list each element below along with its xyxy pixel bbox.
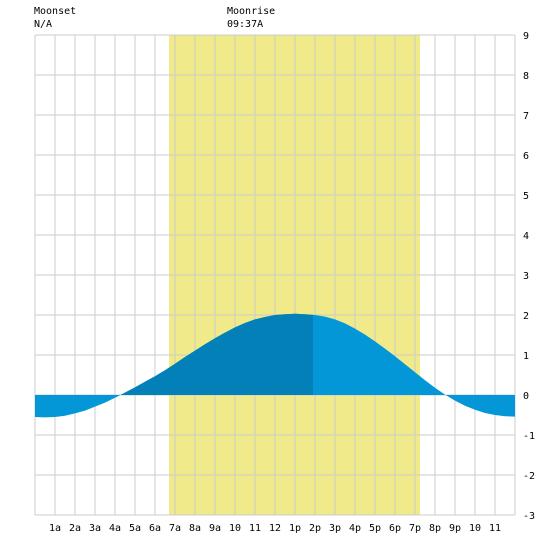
x-tick-label: 5a xyxy=(129,523,141,534)
x-tick-label: 6p xyxy=(389,523,401,534)
x-tick-label: 8p xyxy=(429,523,441,534)
moonset-time: N/A xyxy=(34,19,53,30)
moonrise-label: Moonrise xyxy=(227,6,276,17)
x-tick-label: 11 xyxy=(489,523,501,534)
x-tick-label: 4a xyxy=(109,523,121,534)
y-tick-label: 6 xyxy=(523,151,529,162)
moonrise-time: 09:37A xyxy=(227,19,264,30)
x-tick-label: 3p xyxy=(329,523,341,534)
y-axis-ticks: 9 8 7 6 5 4 3 2 1 0 -1 -2 -3 xyxy=(523,31,535,522)
x-tick-label: 8a xyxy=(189,523,201,534)
x-tick-label: 4p xyxy=(349,523,361,534)
tide-area xyxy=(35,313,515,418)
y-tick-label: -1 xyxy=(523,431,535,442)
y-tick-label: 3 xyxy=(523,271,529,282)
y-tick-label: 5 xyxy=(523,191,529,202)
x-tick-label: 10 xyxy=(469,523,481,534)
y-tick-label: 0 xyxy=(523,391,529,402)
x-tick-label: 5p xyxy=(369,523,381,534)
x-tick-label: 9p xyxy=(449,523,461,534)
y-tick-label: 8 xyxy=(523,71,529,82)
y-tick-label: 2 xyxy=(523,311,529,322)
x-tick-label: 3a xyxy=(89,523,101,534)
x-axis-ticks: 1a 2a 3a 4a 5a 6a 7a 8a 9a 10 11 12 1p 2p 3p 4p 5p 6p 7p 8p… xyxy=(49,523,501,534)
x-tick-label: 6a xyxy=(149,523,161,534)
y-tick-label: 9 xyxy=(523,31,529,42)
x-tick-label: 2p xyxy=(309,523,321,534)
x-tick-label: 2a xyxy=(69,523,81,534)
y-tick-label: -2 xyxy=(523,471,535,482)
x-tick-label: 12 xyxy=(269,523,281,534)
x-tick-label: 7a xyxy=(169,523,181,534)
y-tick-label: 1 xyxy=(523,351,529,362)
x-tick-label: 7p xyxy=(409,523,421,534)
y-tick-label: 4 xyxy=(523,231,529,242)
x-tick-label: 11 xyxy=(249,523,261,534)
moonset-label: Moonset xyxy=(34,6,77,17)
tide-area-dark xyxy=(120,313,313,395)
x-tick-label: 1a xyxy=(49,523,61,534)
chart-grid xyxy=(34,34,516,516)
x-tick-label: 9a xyxy=(209,523,221,534)
y-tick-label: -3 xyxy=(523,511,535,522)
y-tick-label: 7 xyxy=(523,111,529,122)
x-tick-label: 1p xyxy=(289,523,301,534)
x-tick-label: 10 xyxy=(229,523,241,534)
